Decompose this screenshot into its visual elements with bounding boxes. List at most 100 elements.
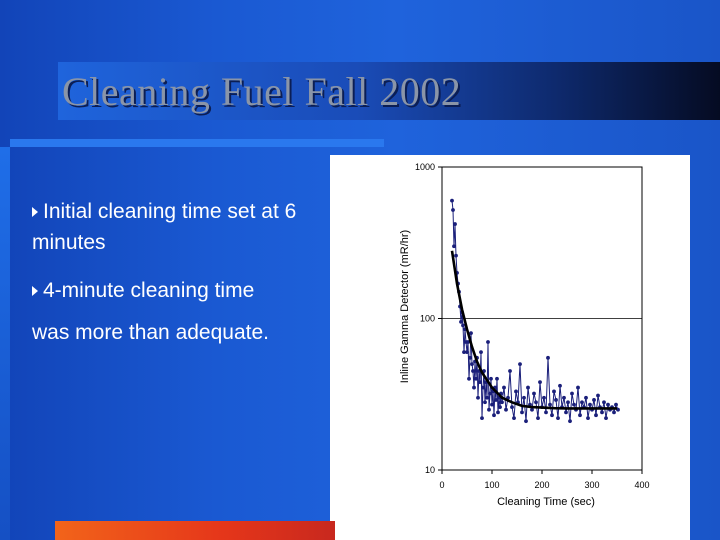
data-point — [562, 395, 566, 400]
data-point — [480, 416, 484, 421]
bullet-initial-cleaning: Initial cleaning time set at 6 minutes — [32, 196, 332, 258]
data-point — [492, 413, 496, 418]
data-point — [454, 253, 458, 258]
data-point — [580, 400, 584, 405]
data-point — [510, 405, 514, 410]
data-point — [592, 398, 596, 402]
data-point — [614, 402, 618, 407]
data-point — [544, 410, 548, 415]
data-point — [471, 369, 475, 373]
data-point — [495, 376, 499, 381]
data-point — [554, 398, 558, 402]
bullet-continuation: was more than adequate. — [32, 317, 332, 348]
chart-panel: 10 100 1000 0 100 200 300 400 Cleaning Time (sec… — [330, 155, 690, 540]
data-point — [474, 376, 478, 381]
data-point — [514, 389, 518, 394]
data-point — [586, 416, 590, 421]
y-tick-label: 1000 — [415, 162, 435, 172]
data-point — [530, 407, 534, 412]
data-point — [487, 407, 491, 412]
data-point — [465, 350, 469, 355]
data-point — [470, 362, 474, 367]
data-point — [468, 355, 472, 360]
data-point — [466, 340, 470, 344]
data-point — [546, 355, 550, 360]
title-rule — [10, 139, 384, 147]
data-point — [504, 407, 508, 412]
data-point — [469, 331, 473, 336]
data-point — [548, 402, 552, 407]
data-point — [508, 369, 512, 373]
data-point — [490, 402, 494, 407]
data-point — [500, 400, 504, 405]
chart-svg: 10 100 1000 0 100 200 300 400 Cleaning Time (sec… — [399, 162, 650, 508]
y-axis-label: Inline Gamma Detector (mR/hr) — [399, 230, 411, 383]
data-point — [467, 376, 471, 381]
data-point — [570, 391, 574, 396]
data-point — [572, 402, 576, 407]
data-point — [489, 376, 493, 381]
data-point — [496, 410, 500, 415]
data-point — [522, 395, 526, 400]
data-point — [524, 419, 528, 424]
left-stripe — [0, 147, 10, 540]
bottom-accent-bar — [55, 521, 335, 540]
x-tick-label: 400 — [634, 480, 649, 490]
data-point — [578, 413, 582, 418]
slide-title: Cleaning Fuel Fall 2002 — [62, 69, 462, 114]
data-point — [566, 400, 570, 405]
data-point — [488, 391, 492, 396]
data-point — [584, 395, 588, 400]
data-point — [486, 340, 490, 344]
data-point — [606, 402, 610, 407]
data-point — [502, 385, 506, 390]
data-point — [450, 198, 454, 203]
data-point — [616, 407, 620, 412]
x-tick-label: 0 — [439, 480, 444, 490]
data-point — [459, 319, 463, 324]
data-point — [552, 389, 556, 394]
data-point — [453, 222, 457, 226]
data-point — [556, 416, 560, 421]
data-point — [534, 400, 538, 405]
bullet-text: was more than adequate. — [32, 321, 269, 344]
data-point — [602, 400, 606, 405]
data-point — [558, 383, 562, 388]
y-tick-label: 10 — [425, 465, 435, 475]
x-axis-label: Cleaning Time (sec) — [497, 496, 595, 508]
data-point — [518, 362, 522, 367]
x-tick-label: 200 — [534, 480, 549, 490]
bullet-arrow-icon — [32, 207, 38, 217]
title-band — [58, 62, 720, 120]
data-point — [479, 350, 483, 355]
data-point — [462, 350, 466, 355]
data-point — [588, 402, 592, 407]
data-point — [604, 416, 608, 421]
bullet-text: 4-minute cleaning time — [43, 279, 255, 302]
data-point — [476, 395, 480, 400]
data-point — [568, 419, 572, 424]
data-point — [542, 395, 546, 400]
data-point — [532, 391, 536, 396]
data-point — [452, 244, 456, 249]
data-point — [594, 413, 598, 418]
bullet-arrow-icon — [32, 286, 38, 296]
data-point — [478, 380, 482, 385]
data-point — [483, 400, 487, 405]
data-point — [596, 393, 600, 398]
data-point — [498, 405, 502, 410]
data-point — [600, 410, 604, 415]
data-point — [451, 208, 455, 212]
bullet-four-minute: 4-minute cleaning time — [32, 275, 332, 306]
data-point — [538, 380, 542, 385]
data-point — [564, 410, 568, 415]
data-point — [526, 385, 530, 390]
fit-curve — [450, 250, 617, 410]
x-tick-label: 100 — [484, 480, 499, 490]
series-line — [451, 200, 619, 422]
x-tick-label: 300 — [584, 480, 599, 490]
bullet-text: Initial cleaning time set at 6 minutes — [32, 200, 297, 254]
data-point — [576, 385, 580, 390]
data-point — [485, 395, 489, 400]
